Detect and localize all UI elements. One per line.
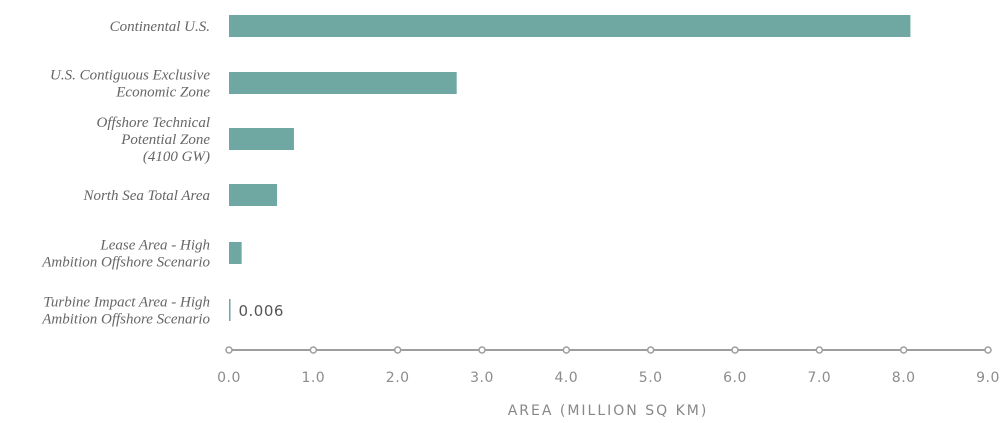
x-tick-marker-0 xyxy=(225,346,233,354)
category-label-2: Offshore Technical Potential Zone (4100 GW… xyxy=(97,115,211,165)
x-tick-marker-6 xyxy=(731,346,739,354)
bar-5 xyxy=(229,299,231,321)
bar-0 xyxy=(229,15,911,37)
x-tick-marker-8 xyxy=(899,346,908,354)
category-label-1: U.S. Contiguous Exclusive Economic Zone xyxy=(50,68,210,101)
x-axis-title: AREA (MILLION SQ KM) xyxy=(508,403,709,419)
x-tick-marker-1 xyxy=(309,346,318,354)
x-tick-label-0: 0.0 xyxy=(217,370,241,386)
category-label-0: Continental U.S. xyxy=(110,19,210,35)
bars-group xyxy=(229,15,911,321)
x-tick-label-8: 8.0 xyxy=(892,370,916,386)
bar-4 xyxy=(229,242,242,264)
x-tick-marker-9 xyxy=(984,346,992,354)
x-tick-label-5: 5.0 xyxy=(639,370,663,386)
data-label-5: 0.006 xyxy=(239,302,284,320)
category-label-4: Lease Area - High Ambition Offshore Scena… xyxy=(41,238,210,271)
x-tick-marker-2 xyxy=(393,346,402,354)
category-label-5: Turbine Impact Area - High Ambition Offsh… xyxy=(41,295,210,328)
x-tick-marker-5 xyxy=(646,346,655,354)
data-labels: 0.006 xyxy=(239,302,284,320)
x-tick-marker-7 xyxy=(815,346,824,354)
x-axis: 0.0 1.0 2.0 3.0 4.0 5.0 6.0 7.0 8.0 9.0 xyxy=(217,346,1000,386)
x-tick-label-4: 4.0 xyxy=(554,370,578,386)
x-tick-label-6: 6.0 xyxy=(723,370,747,386)
x-tick-label-2: 2.0 xyxy=(386,370,410,386)
x-tick-marker-3 xyxy=(478,346,486,354)
category-label-3: North Sea Total Area xyxy=(82,188,210,204)
x-tick-marker-4 xyxy=(562,346,571,354)
x-tick-label-3: 3.0 xyxy=(470,370,494,386)
x-tick-label-1: 1.0 xyxy=(301,370,325,386)
bar-3 xyxy=(229,184,278,206)
category-labels: Continental U.S. U.S. Contiguous Exclusiv… xyxy=(41,19,210,328)
x-tick-label-7: 7.0 xyxy=(807,370,831,386)
x-tick-label-9: 9.0 xyxy=(976,370,1000,386)
bar-1 xyxy=(229,72,457,94)
bar-2 xyxy=(229,128,294,150)
